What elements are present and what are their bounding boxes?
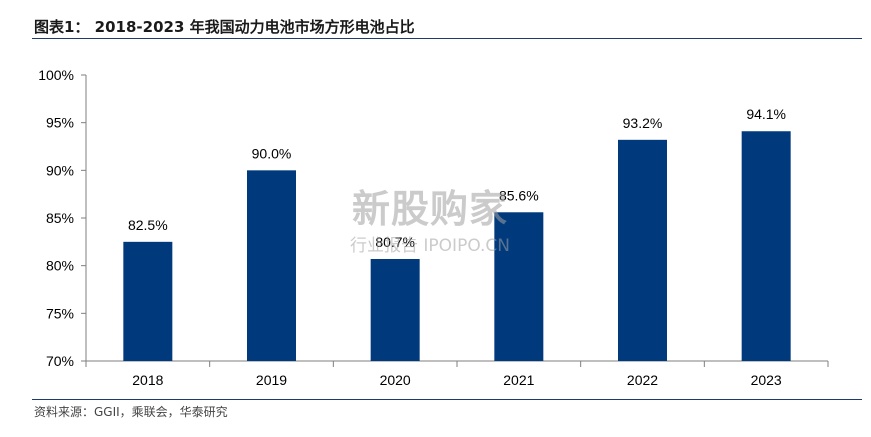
y-tick-label: 90% [46,162,74,178]
bar-2021 [494,212,544,361]
x-tick-label-2018: 2018 [132,372,163,388]
bottom-rule [32,399,862,400]
bar-2020 [370,258,420,361]
y-tick-label: 75% [46,305,74,321]
figure-title: 图表1： 2018-2023 年我国动力电池市场方形电池占比 [34,18,415,36]
bar-2022 [618,139,667,361]
bar-2019 [247,170,296,361]
y-tick-label: 100% [38,67,74,83]
x-tick-label-2023: 2023 [751,372,782,388]
data-label-2023: 94.1% [746,106,786,122]
x-tick-label-2020: 2020 [380,372,411,388]
y-tick-label: 85% [46,210,74,226]
x-tick-label-2022: 2022 [627,372,658,388]
y-tick-label: 70% [46,353,74,369]
bar-2018 [123,241,173,361]
data-label-2020: 80.7% [375,234,415,250]
data-label-2018: 82.5% [128,217,168,233]
source-note: 资料来源：GGII，乘联会，华泰研究 [34,405,228,419]
y-tick-label: 95% [46,115,74,131]
x-tick-label-2021: 2021 [503,372,534,388]
y-tick-label: 80% [46,258,74,274]
top-rule [32,38,862,39]
data-label-2019: 90.0% [252,145,292,161]
data-label-2022: 93.2% [623,115,663,131]
data-label-2021: 85.6% [499,187,539,203]
x-tick-label-2019: 2019 [256,372,287,388]
bar-2023 [741,131,791,361]
